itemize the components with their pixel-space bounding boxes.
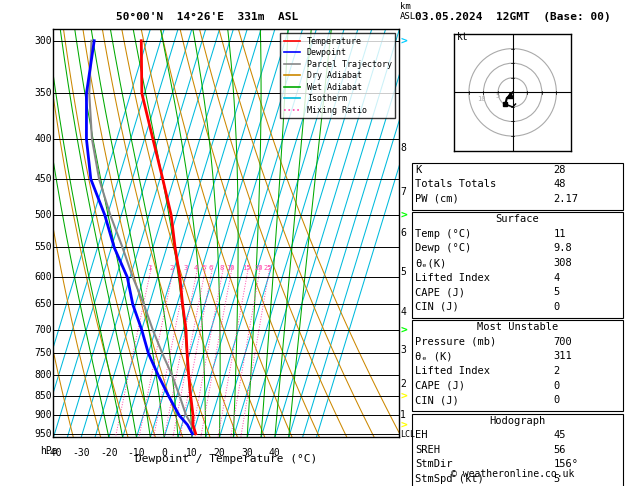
Text: 7: 7 bbox=[400, 188, 406, 197]
Text: Dewp (°C): Dewp (°C) bbox=[415, 243, 471, 254]
Text: 800: 800 bbox=[34, 370, 52, 380]
Text: kt: kt bbox=[457, 32, 469, 42]
Text: 1: 1 bbox=[400, 410, 406, 420]
Text: 8: 8 bbox=[220, 265, 224, 271]
Text: 5: 5 bbox=[400, 267, 406, 277]
Text: 10: 10 bbox=[477, 96, 486, 102]
Text: 30: 30 bbox=[242, 448, 253, 458]
Text: -30: -30 bbox=[72, 448, 90, 458]
Text: 700: 700 bbox=[34, 325, 52, 335]
Text: 0: 0 bbox=[554, 395, 560, 405]
Text: 10: 10 bbox=[186, 448, 198, 458]
Text: CIN (J): CIN (J) bbox=[415, 302, 459, 312]
Text: 50°00'N  14°26'E  331m  ASL: 50°00'N 14°26'E 331m ASL bbox=[116, 12, 299, 22]
Text: 2.17: 2.17 bbox=[554, 194, 579, 204]
Text: 20: 20 bbox=[254, 265, 263, 271]
Text: StmDir: StmDir bbox=[415, 459, 453, 469]
Text: 450: 450 bbox=[34, 174, 52, 184]
Text: 3: 3 bbox=[184, 265, 187, 271]
Text: 03.05.2024  12GMT  (Base: 00): 03.05.2024 12GMT (Base: 00) bbox=[415, 12, 611, 22]
Text: 500: 500 bbox=[34, 210, 52, 220]
Text: 28: 28 bbox=[554, 165, 566, 175]
X-axis label: Dewpoint / Temperature (°C): Dewpoint / Temperature (°C) bbox=[135, 454, 318, 464]
Text: 750: 750 bbox=[34, 348, 52, 358]
Text: 5: 5 bbox=[495, 93, 499, 99]
Text: 48: 48 bbox=[554, 179, 566, 190]
Text: 15: 15 bbox=[242, 265, 251, 271]
Text: 0: 0 bbox=[161, 448, 167, 458]
Text: PW (cm): PW (cm) bbox=[415, 194, 459, 204]
Text: >: > bbox=[400, 420, 407, 430]
Text: 311: 311 bbox=[554, 351, 572, 362]
Text: EH: EH bbox=[415, 430, 428, 440]
Text: 25: 25 bbox=[264, 265, 272, 271]
Legend: Temperature, Dewpoint, Parcel Trajectory, Dry Adiabat, Wet Adiabat, Isotherm, Mi: Temperature, Dewpoint, Parcel Trajectory… bbox=[281, 34, 395, 118]
Text: 56: 56 bbox=[554, 445, 566, 455]
Text: 5: 5 bbox=[554, 287, 560, 297]
Text: LCL: LCL bbox=[400, 430, 415, 439]
Text: -20: -20 bbox=[100, 448, 118, 458]
Text: >: > bbox=[400, 210, 407, 220]
Text: 950: 950 bbox=[34, 429, 52, 439]
Text: θₑ(K): θₑ(K) bbox=[415, 258, 447, 268]
Text: 11: 11 bbox=[554, 229, 566, 239]
Text: Hodograph: Hodograph bbox=[489, 416, 545, 426]
Text: 700: 700 bbox=[554, 337, 572, 347]
Text: >: > bbox=[400, 391, 407, 401]
Text: -40: -40 bbox=[45, 448, 62, 458]
Text: 400: 400 bbox=[34, 134, 52, 144]
Text: Most Unstable: Most Unstable bbox=[477, 322, 558, 332]
Text: 4: 4 bbox=[400, 307, 406, 317]
Text: Totals Totals: Totals Totals bbox=[415, 179, 496, 190]
Text: 1: 1 bbox=[147, 265, 152, 271]
Text: 45: 45 bbox=[554, 430, 566, 440]
Text: CAPE (J): CAPE (J) bbox=[415, 287, 465, 297]
Text: 4: 4 bbox=[554, 273, 560, 283]
Text: 650: 650 bbox=[34, 299, 52, 310]
Text: CIN (J): CIN (J) bbox=[415, 395, 459, 405]
Text: 3: 3 bbox=[400, 345, 406, 355]
Text: Lifted Index: Lifted Index bbox=[415, 366, 490, 376]
Text: Surface: Surface bbox=[496, 214, 539, 225]
Text: 156°: 156° bbox=[554, 459, 579, 469]
Text: 4: 4 bbox=[194, 265, 198, 271]
Text: hPa: hPa bbox=[40, 446, 57, 455]
Text: 5: 5 bbox=[554, 474, 560, 484]
Text: 900: 900 bbox=[34, 410, 52, 420]
Text: -10: -10 bbox=[128, 448, 145, 458]
Text: 0: 0 bbox=[554, 381, 560, 391]
Text: 2: 2 bbox=[170, 265, 174, 271]
Text: © weatheronline.co.uk: © weatheronline.co.uk bbox=[451, 469, 574, 479]
Text: 350: 350 bbox=[34, 88, 52, 98]
Text: >: > bbox=[400, 36, 407, 46]
Text: 2: 2 bbox=[554, 366, 560, 376]
Text: SREH: SREH bbox=[415, 445, 440, 455]
Text: 308: 308 bbox=[554, 258, 572, 268]
Text: km
ASL: km ASL bbox=[400, 1, 416, 21]
Text: θₑ (K): θₑ (K) bbox=[415, 351, 453, 362]
Text: Lifted Index: Lifted Index bbox=[415, 273, 490, 283]
Text: 10: 10 bbox=[226, 265, 235, 271]
Text: 550: 550 bbox=[34, 243, 52, 252]
Text: 8: 8 bbox=[400, 143, 406, 153]
Text: CAPE (J): CAPE (J) bbox=[415, 381, 465, 391]
Text: 600: 600 bbox=[34, 272, 52, 282]
Text: 20: 20 bbox=[214, 448, 225, 458]
Text: 5: 5 bbox=[202, 265, 206, 271]
Text: 300: 300 bbox=[34, 36, 52, 46]
Text: K: K bbox=[415, 165, 421, 175]
Text: >: > bbox=[400, 325, 407, 335]
Text: StmSpd (kt): StmSpd (kt) bbox=[415, 474, 484, 484]
Text: 850: 850 bbox=[34, 391, 52, 401]
Text: 9.8: 9.8 bbox=[554, 243, 572, 254]
Text: 6: 6 bbox=[208, 265, 213, 271]
Text: 0: 0 bbox=[554, 302, 560, 312]
Text: Pressure (mb): Pressure (mb) bbox=[415, 337, 496, 347]
Text: 2: 2 bbox=[400, 379, 406, 389]
Text: 40: 40 bbox=[269, 448, 281, 458]
Text: Temp (°C): Temp (°C) bbox=[415, 229, 471, 239]
Text: 6: 6 bbox=[400, 228, 406, 238]
